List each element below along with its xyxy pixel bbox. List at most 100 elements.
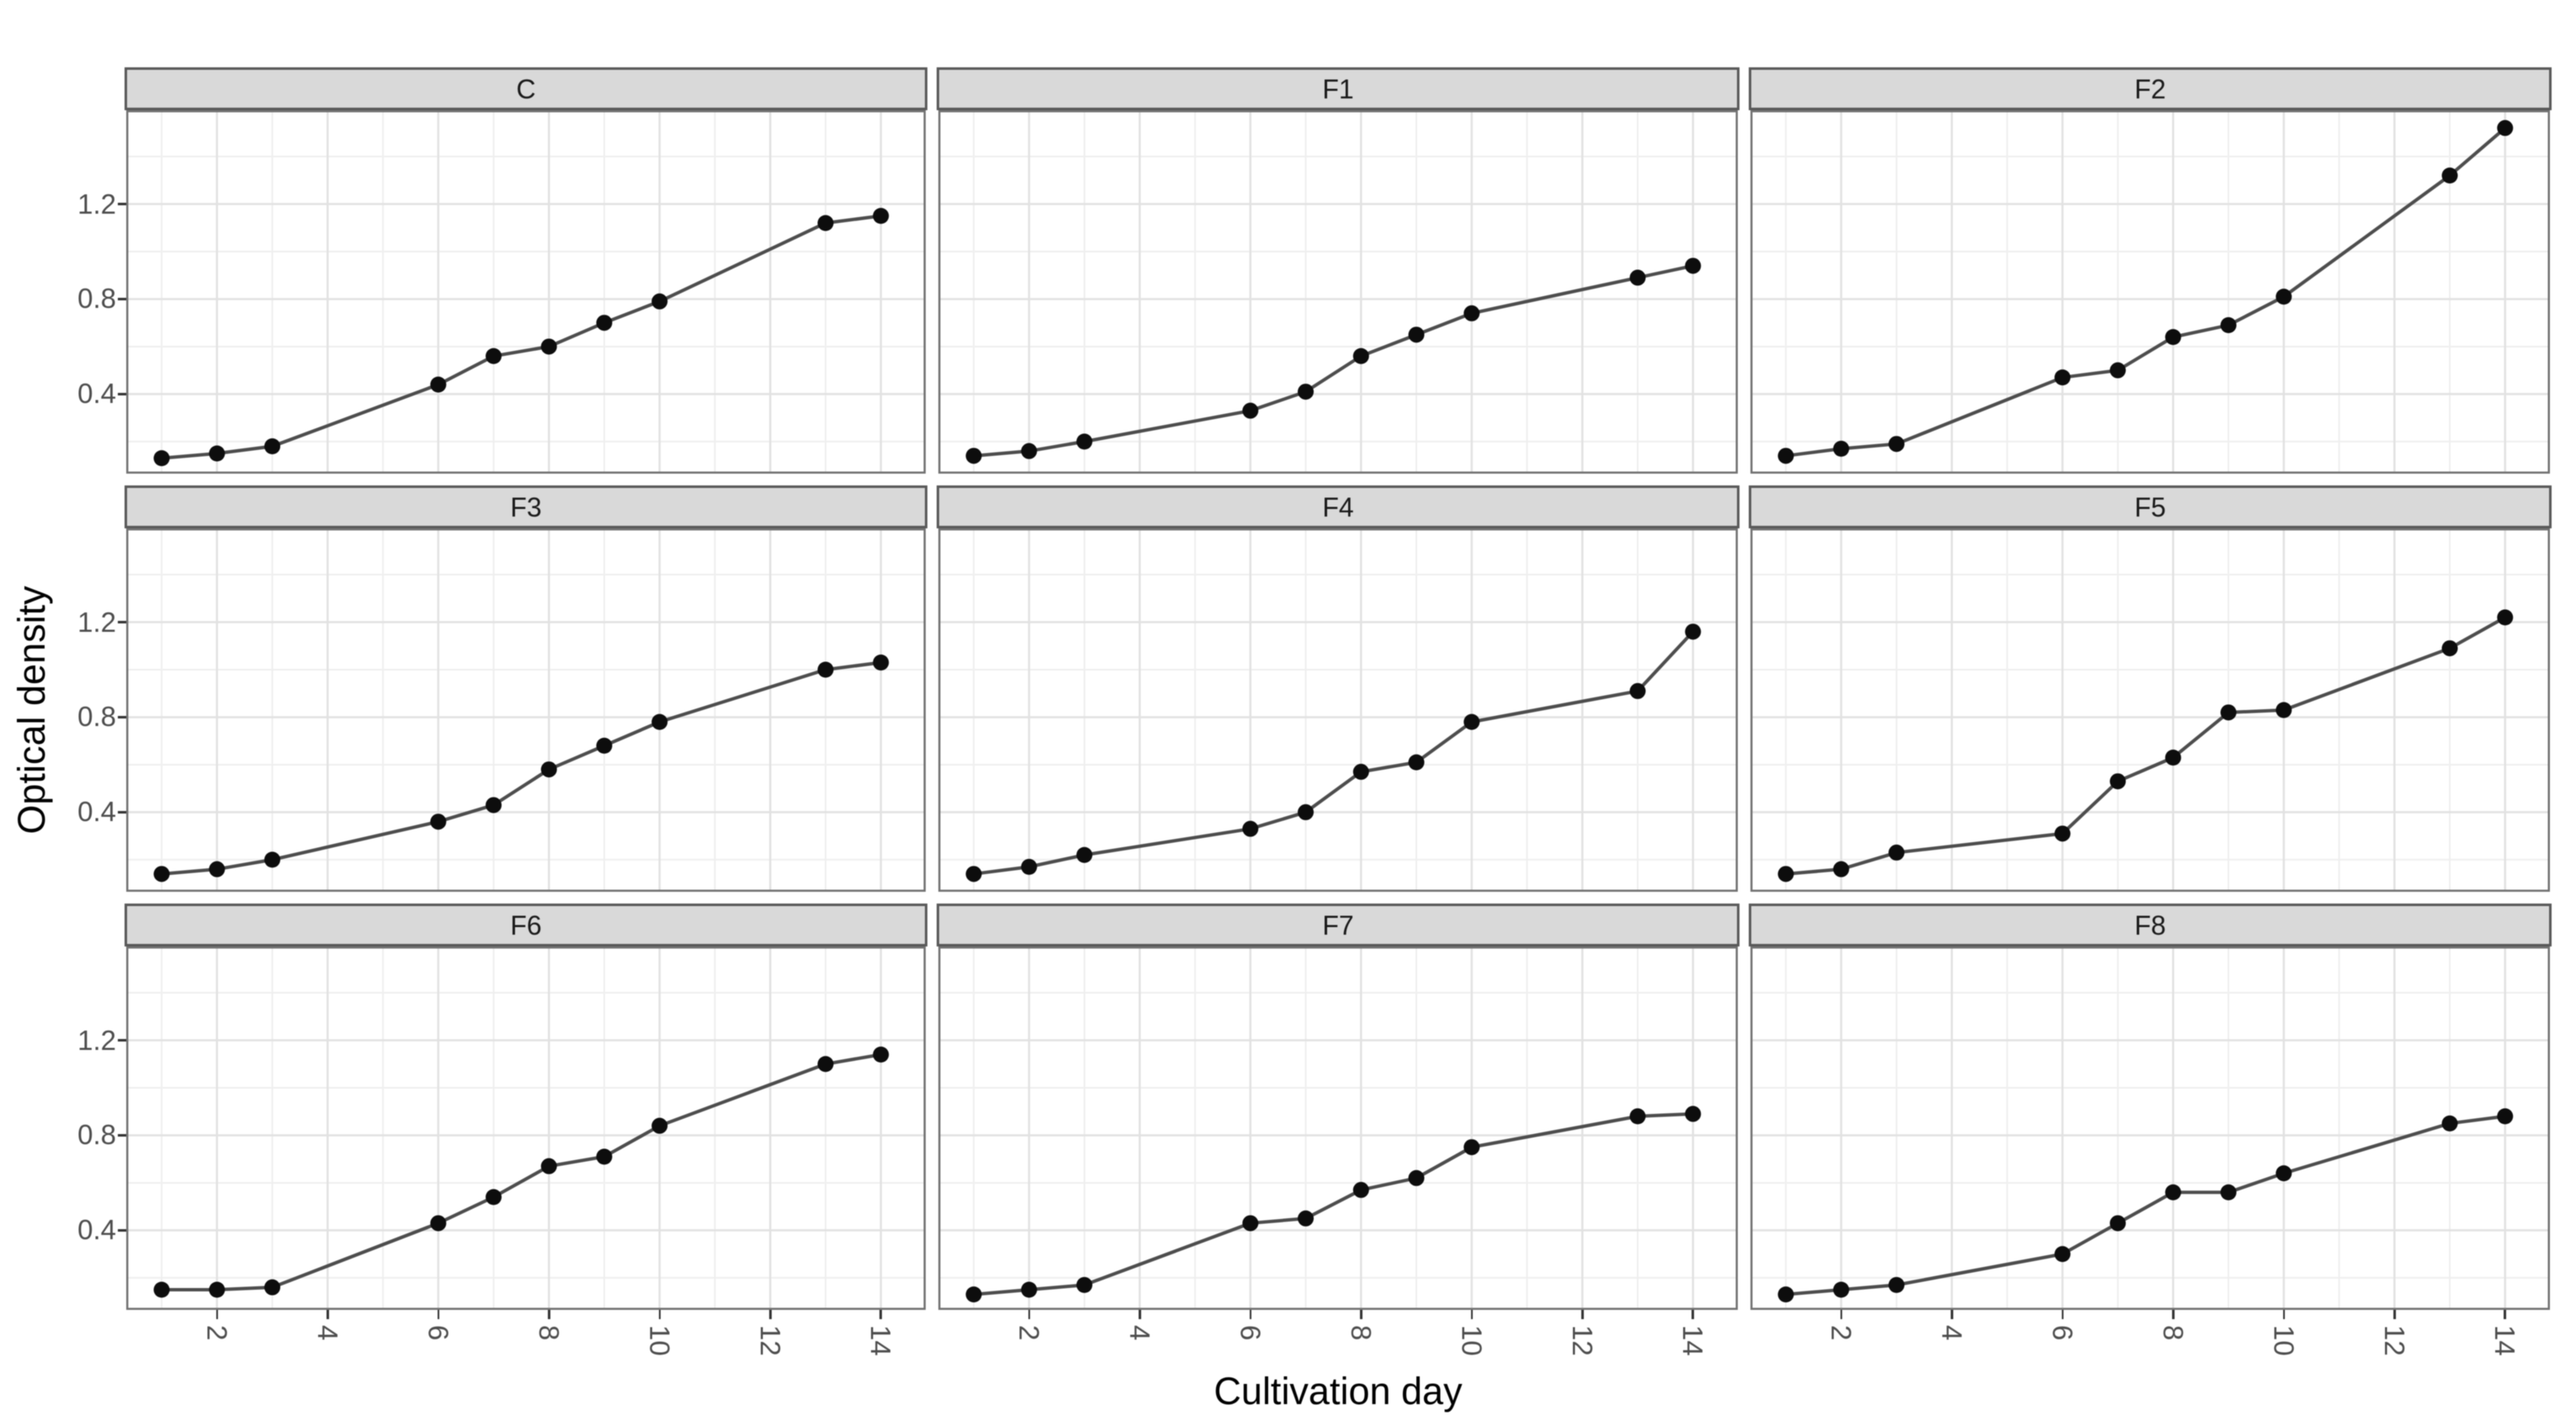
data-point [1076,846,1093,863]
data-point [1298,1210,1315,1227]
facet-strip: F5 [1749,485,2552,528]
y-tick-label: 1.2 [77,188,116,220]
data-point [2054,825,2071,842]
facet-plot-area [126,946,926,1310]
facet-plot-area [1750,110,2550,474]
x-tick-label: 6 [1235,1325,1267,1341]
facet-strip: F7 [937,904,1739,946]
facet-strip: F6 [125,904,927,946]
data-point [1629,269,1646,286]
data-point [430,1215,447,1232]
x-tick-mark [1951,1310,1953,1319]
y-tick-label: 0.4 [77,1214,116,1246]
panel-background [1750,110,2550,474]
y-tick-mark [118,811,126,814]
panel-background [126,110,926,474]
data-point [1242,1215,1259,1232]
data-point [1076,433,1093,450]
data-point [2110,1215,2127,1232]
data-point [873,655,890,671]
data-point [2497,119,2514,136]
data-point [1021,443,1038,459]
data-point [540,1158,557,1174]
facet-strip-label: F4 [1322,491,1354,522]
panel-border [126,110,926,474]
data-point [965,448,982,464]
data-point [651,713,668,730]
data-point [596,737,613,754]
data-point [596,1148,613,1165]
data-point [1685,257,1702,274]
x-tick-mark [2393,1310,2396,1319]
facet-plot-area [938,946,1738,1310]
facet-strip-label: F6 [510,909,542,941]
panel-background [1750,946,2550,1310]
data-point [2220,704,2237,721]
x-tick-mark [548,1310,550,1319]
panel-border [938,528,1738,892]
x-tick-label: 14 [2489,1325,2521,1356]
data-point [965,866,982,883]
data-point [153,1281,170,1298]
data-point [264,1279,281,1296]
panel-border [1750,528,2550,892]
data-point [540,761,557,778]
data-point [153,866,170,883]
data-point [817,215,834,231]
x-tick-mark [879,1310,882,1319]
facet-strip: F3 [125,485,927,528]
panel-background [126,528,926,892]
x-tick-mark [1028,1310,1031,1319]
facet-strip: F2 [1749,67,2552,110]
facet-strip-label: F2 [2134,73,2166,104]
x-tick-mark [1249,1310,1252,1319]
data-point [153,450,170,467]
data-point [1021,1281,1038,1298]
facet-strip-label: F7 [1322,909,1354,941]
data-point [430,376,447,393]
facet-strip: C [125,67,927,110]
y-tick-label: 0.8 [77,1119,116,1151]
data-point [1777,448,1794,464]
y-tick-mark [118,203,126,205]
x-tick-label: 14 [865,1325,897,1356]
data-point [1685,1105,1702,1122]
y-tick-mark [118,1134,126,1137]
y-tick-label: 1.2 [77,1024,116,1056]
x-tick-mark [1692,1310,1694,1319]
y-tick-label: 1.2 [77,606,116,638]
panel-border [126,528,926,892]
x-tick-label: 8 [533,1325,565,1341]
panel-border [1750,946,2550,1310]
data-line [162,1052,882,1291]
data-point [486,1189,502,1206]
x-tick-label: 10 [644,1325,676,1356]
panel-background [938,946,1738,1310]
x-tick-label: 12 [2378,1325,2410,1356]
data-point [1463,305,1480,321]
data-point [965,1286,982,1303]
data-point [651,1117,668,1134]
data-point [1408,326,1425,343]
data-point [1833,861,1850,877]
data-point [1242,820,1259,837]
y-tick-label: 0.8 [77,701,116,733]
panel-background [1750,528,2550,892]
data-point [2164,329,2181,346]
facet-strip-label: F5 [2134,491,2166,522]
x-tick-label: 12 [754,1325,786,1356]
facet-plot-area [1750,528,2550,892]
data-point [1888,436,1905,453]
facet-strip-label: F3 [510,491,542,522]
x-tick-label: 2 [1825,1325,1857,1341]
data-point [1298,803,1315,820]
data-line [161,214,882,460]
data-point [596,315,613,331]
panel-background [938,110,1738,474]
data-point [1629,1108,1646,1125]
x-tick-label: 4 [1123,1325,1155,1341]
panel-background [938,528,1738,892]
data-point [209,861,226,877]
data-point [1629,682,1646,699]
data-point [1685,623,1702,640]
